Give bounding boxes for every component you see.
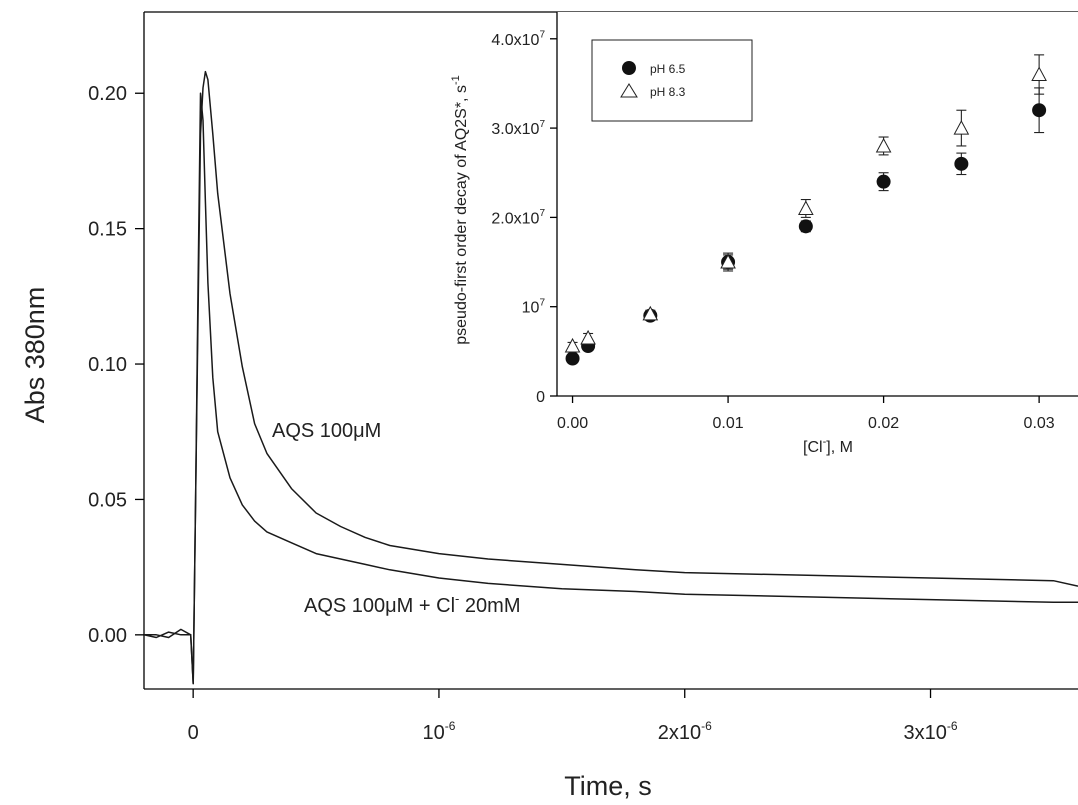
- main-y-tick-label: 0.20: [88, 83, 127, 105]
- ph65-point: [565, 351, 580, 366]
- ph65-point: [876, 172, 891, 192]
- marker-open-triangle: [1031, 66, 1047, 82]
- marker-open-triangle: [564, 337, 581, 353]
- inset-y-tick-label-mantissa: 2.0x10: [491, 210, 539, 227]
- inset-y-tick-label: 0: [536, 389, 545, 406]
- main-series-line-1: [143, 92, 1078, 685]
- ph65-point: [954, 152, 969, 176]
- inset-y-tick-label-mantissa: 0: [536, 389, 545, 406]
- inset-x-label-main: [Cl: [803, 439, 823, 456]
- main-x-tick-label: 2x10-6: [658, 719, 712, 744]
- inset-legend-box: [591, 39, 753, 122]
- inset-y-axis-label: pseudo-first order decay of AQ2S*, s-1: [450, 75, 470, 344]
- annotation-aqs-cl-sup: -: [455, 591, 459, 606]
- inset-y-tick-label: 107: [522, 297, 546, 316]
- marker-open-triangle: [642, 305, 659, 321]
- ph83-point: [953, 109, 970, 147]
- legend-label-ph65: pH 6.5: [650, 62, 686, 76]
- main-y-axis-label: Abs 380nm: [20, 287, 50, 424]
- main-x-tick-label-exponent: -6: [445, 719, 456, 733]
- inset-y-tick-label: 3.0x107: [491, 119, 545, 138]
- inset-y-label-main: pseudo-first order decay of AQ2S*, s: [453, 85, 470, 345]
- main-x-tick-label: 10-6: [422, 719, 455, 744]
- main-y-tick-label: 0.05: [88, 489, 127, 511]
- inset-x-label-tail: ], M: [826, 439, 853, 456]
- inset-y-tick-label-mantissa: 3.0x10: [491, 121, 539, 138]
- annotation-aqs-cl-main: AQS 100μM + Cl: [304, 595, 455, 617]
- inset-series: [564, 54, 1047, 366]
- marker-filled-circle: [954, 156, 969, 171]
- legend-marker-ph83: [620, 83, 638, 98]
- annotation-aqs-cl: AQS 100μM + Cl- 20mM: [304, 591, 521, 617]
- marker-filled-circle: [565, 351, 580, 366]
- annotation-aqs: AQS 100μM: [272, 420, 381, 442]
- marker-filled-circle: [798, 219, 813, 234]
- inset-x-tick-label: 0.02: [868, 415, 899, 432]
- legend-marker-ph65: [622, 61, 636, 75]
- marker-filled-circle: [876, 174, 891, 189]
- ph83-point: [1031, 54, 1047, 95]
- main-x-tick-label-mantissa: 3x10: [904, 722, 947, 744]
- ph83-point: [875, 136, 892, 156]
- legend-label-ph83: pH 8.3: [650, 85, 686, 99]
- inset-y-tick-label-exponent: 7: [539, 297, 545, 308]
- inset-x-axis-label: [Cl-], M: [803, 436, 853, 456]
- main-x-tick-label-mantissa: 0: [188, 722, 199, 744]
- inset-x-tick-label: 0.03: [1024, 415, 1055, 432]
- main-y-ticks: 0.00 0.05 0.10 0.15 0.20: [88, 83, 144, 647]
- main-y-tick-label: 0.15: [88, 219, 127, 241]
- inset-y-tick-label-mantissa: 4.0x10: [491, 32, 539, 49]
- inset-y-label-sup: -1: [450, 75, 462, 85]
- main-x-ticks: 0 10-6 2x10-6 3x10-6: [188, 689, 958, 744]
- ph83-point: [797, 198, 814, 218]
- inset-y-tick-label-exponent: 7: [539, 30, 545, 41]
- marker-open-triangle: [953, 120, 970, 135]
- inset-x-label-sup: -: [823, 436, 827, 448]
- marker-open-triangle: [580, 329, 596, 345]
- main-x-tick-label: 0: [188, 722, 199, 744]
- main-x-tick-label: 3x10-6: [904, 719, 958, 744]
- inset-y-tick-label: 4.0x107: [491, 30, 545, 49]
- main-y-tick-label: 0.00: [88, 625, 127, 647]
- main-x-tick-label-exponent: -6: [947, 719, 958, 733]
- inset-y-tick-label: 2.0x107: [491, 208, 545, 227]
- main-x-axis-label: Time, s: [564, 771, 652, 801]
- ph83-point: [564, 337, 581, 353]
- marker-open-triangle: [875, 137, 892, 153]
- marker-open-triangle: [720, 253, 736, 269]
- main-y-tick-label: 0.10: [88, 354, 127, 376]
- inset-y-tick-label-mantissa: 10: [522, 300, 540, 317]
- ph83-point: [720, 252, 736, 272]
- ph83-point: [580, 329, 596, 345]
- main-plot: 0.000.050.100.150.20 0 10-6 2x10-6 3x10-6 T…: [20, 11, 1078, 801]
- main-x-tick-label-mantissa: 2x10: [658, 722, 701, 744]
- main-x-tick-label-mantissa: 10: [422, 722, 444, 744]
- inset-y-tick-label-exponent: 7: [539, 119, 545, 130]
- inset-x-tick-label: 0.01: [713, 415, 744, 432]
- marker-filled-circle: [1032, 103, 1047, 118]
- inset-x-ticks: 0.00 0.01 0.02 0.03: [557, 396, 1055, 432]
- inset-legend: pH 6.5 pH 8.3: [591, 39, 753, 122]
- inset-y-tick-label-exponent: 7: [539, 208, 545, 219]
- annotation-aqs-cl-tail: 20mM: [459, 595, 520, 617]
- inset-x-tick-label: 0.00: [557, 415, 588, 432]
- main-x-tick-label-exponent: -6: [701, 719, 712, 733]
- marker-open-triangle: [797, 200, 814, 215]
- ph65-point: [798, 219, 813, 234]
- main-series: [143, 70, 1078, 685]
- ph83-point: [642, 305, 659, 321]
- ph65-point: [1032, 87, 1047, 134]
